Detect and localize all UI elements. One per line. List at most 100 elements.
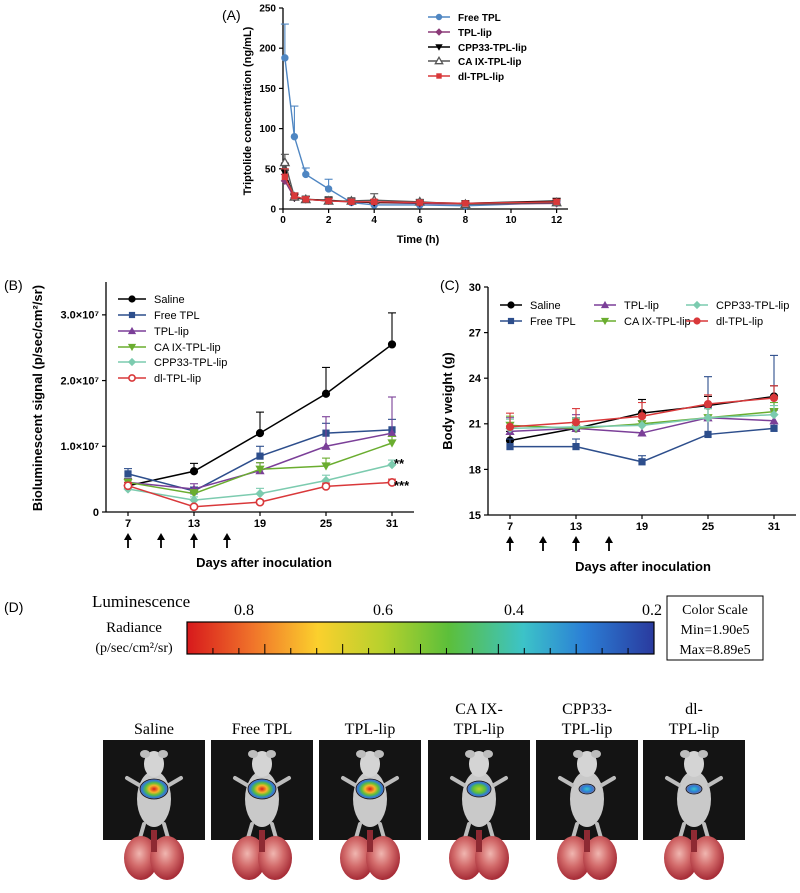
panel-d-label: (D): [4, 599, 23, 615]
data-point: [256, 452, 264, 460]
data-point: [553, 198, 560, 205]
group-cpp33-tpl-lip: CPP33- TPL-lip: [536, 701, 638, 880]
x-tick-label: 0: [280, 215, 286, 226]
color-scale-label: 0.2: [642, 602, 662, 619]
data-point: [572, 443, 580, 451]
radiance-unit: (p/sec/cm²/sr): [95, 641, 173, 656]
lung-image: [340, 830, 400, 880]
lung-image: [664, 830, 724, 880]
radiance-label: Radiance: [106, 620, 162, 636]
series-dl-tpl-lip: [280, 168, 561, 207]
y-tick-label: 0: [93, 507, 99, 519]
legend-item-dl-tpl-lip: dl-TPL-lip: [686, 316, 763, 328]
y-tick-label: 21: [469, 419, 481, 431]
y-tick-label: 150: [259, 84, 276, 95]
group-label-line2: TPL-lip: [454, 721, 505, 738]
annotation-triple-star: ***: [394, 478, 410, 493]
legend-marker: [507, 317, 515, 325]
series-line-free-tpl: [127, 429, 393, 492]
data-point: [387, 439, 397, 448]
data-point: [290, 132, 299, 141]
legend-marker: [127, 326, 137, 335]
legend-item-free-tpl: Free TPL: [428, 13, 501, 24]
treatment-arrow: [506, 536, 514, 551]
treatment-arrow: [223, 533, 231, 548]
legend-marker: [435, 44, 443, 51]
data-point: [637, 420, 647, 430]
luminescence-signal: [139, 778, 169, 800]
lung-image: [449, 830, 509, 880]
data-point: [348, 198, 355, 205]
data-point: [506, 443, 514, 451]
treatment-arrow: [572, 536, 580, 551]
data-point: [769, 416, 779, 425]
legend-label: Saline: [530, 300, 561, 312]
legend-item-tpl-lip: TPL-lip: [428, 28, 492, 39]
panel-b-ylabel: Bioluminescent signal (p/sec/cm²/sr): [30, 285, 45, 511]
data-point: [321, 481, 331, 491]
legend-item-cpp33-tpl-lip: CPP33-TPL-lip: [118, 357, 227, 369]
data-point: [505, 422, 515, 431]
treatment-arrow: [539, 536, 547, 551]
data-point: [189, 467, 199, 476]
data-point: [387, 340, 397, 349]
x-tick-label: 12: [551, 215, 563, 226]
legend-item-dl-tpl-lip: dl-TPL-lip: [428, 72, 504, 83]
y-tick-label: 15: [469, 510, 481, 522]
legend-marker: [507, 301, 515, 309]
y-tick-label: 1.0×10⁷: [61, 441, 100, 453]
legend-item-saline: Saline: [500, 300, 561, 312]
y-tick-label: 30: [469, 282, 481, 294]
mouse-silhouette: [558, 750, 616, 840]
legend-label: CA IX-TPL-lip: [458, 57, 522, 68]
group-label-line1: CA IX-: [455, 701, 503, 718]
treatment-arrow: [605, 536, 613, 551]
data-point: [189, 495, 199, 505]
legend-label: TPL-lip: [154, 326, 189, 338]
data-point: [281, 54, 289, 62]
data-point: [387, 478, 397, 487]
legend-label: CPP33-TPL-lip: [458, 43, 527, 54]
data-point: [703, 413, 713, 423]
y-tick-label: 18: [469, 464, 481, 476]
x-tick-label: 31: [768, 521, 780, 533]
legend-label: dl-TPL-lip: [458, 72, 504, 83]
color-scale-max: Max=8.89e5: [679, 643, 750, 658]
legend-label: TPL-lip: [458, 28, 492, 39]
data-point: [462, 200, 469, 207]
data-point: [123, 481, 133, 491]
y-tick-label: 0: [270, 205, 276, 216]
group-label-line1: CPP33-: [562, 701, 612, 718]
treatment-arrow: [124, 533, 132, 548]
legend-item-ca-ix-tpl-lip: CA IX-TPL-lip: [594, 316, 691, 328]
luminescence-title: Luminescence: [92, 592, 190, 611]
data-point: [571, 422, 581, 432]
legend-label: CA IX-TPL-lip: [154, 342, 221, 354]
x-tick-label: 7: [125, 518, 131, 530]
panel-c-xlabel: Days after inoculation: [575, 559, 711, 574]
legend-marker: [600, 300, 610, 309]
legend-marker: [127, 343, 137, 352]
data-point: [769, 410, 779, 420]
data-point: [416, 199, 423, 206]
x-tick-label: 13: [188, 518, 200, 530]
legend-label: dl-TPL-lip: [716, 316, 763, 328]
legend-marker: [436, 73, 442, 79]
group-label-line2: TPL-lip: [669, 721, 720, 738]
data-point: [321, 462, 331, 471]
x-tick-label: 19: [636, 521, 648, 533]
y-tick-label: 200: [259, 44, 276, 55]
legend-label: TPL-lip: [624, 300, 659, 312]
legend-marker: [600, 317, 610, 326]
series-line-free-tpl: [284, 57, 557, 207]
legend-marker: [692, 300, 702, 310]
data-point: [255, 429, 265, 438]
x-tick-label: 2: [326, 215, 332, 226]
data-point: [371, 198, 378, 205]
legend-marker: [128, 374, 136, 382]
panel-a: (A) 0 2 4 6 8 10 12 0 50 100 150 200 250 Time (h) Tr…: [222, 4, 568, 246]
group-ca-ix-tpl-lip: CA IX- TPL-lip: [428, 701, 530, 880]
data-point: [769, 393, 779, 403]
group-label-line2: TPL-lip: [345, 721, 396, 738]
legend-label: Free TPL: [154, 310, 200, 322]
